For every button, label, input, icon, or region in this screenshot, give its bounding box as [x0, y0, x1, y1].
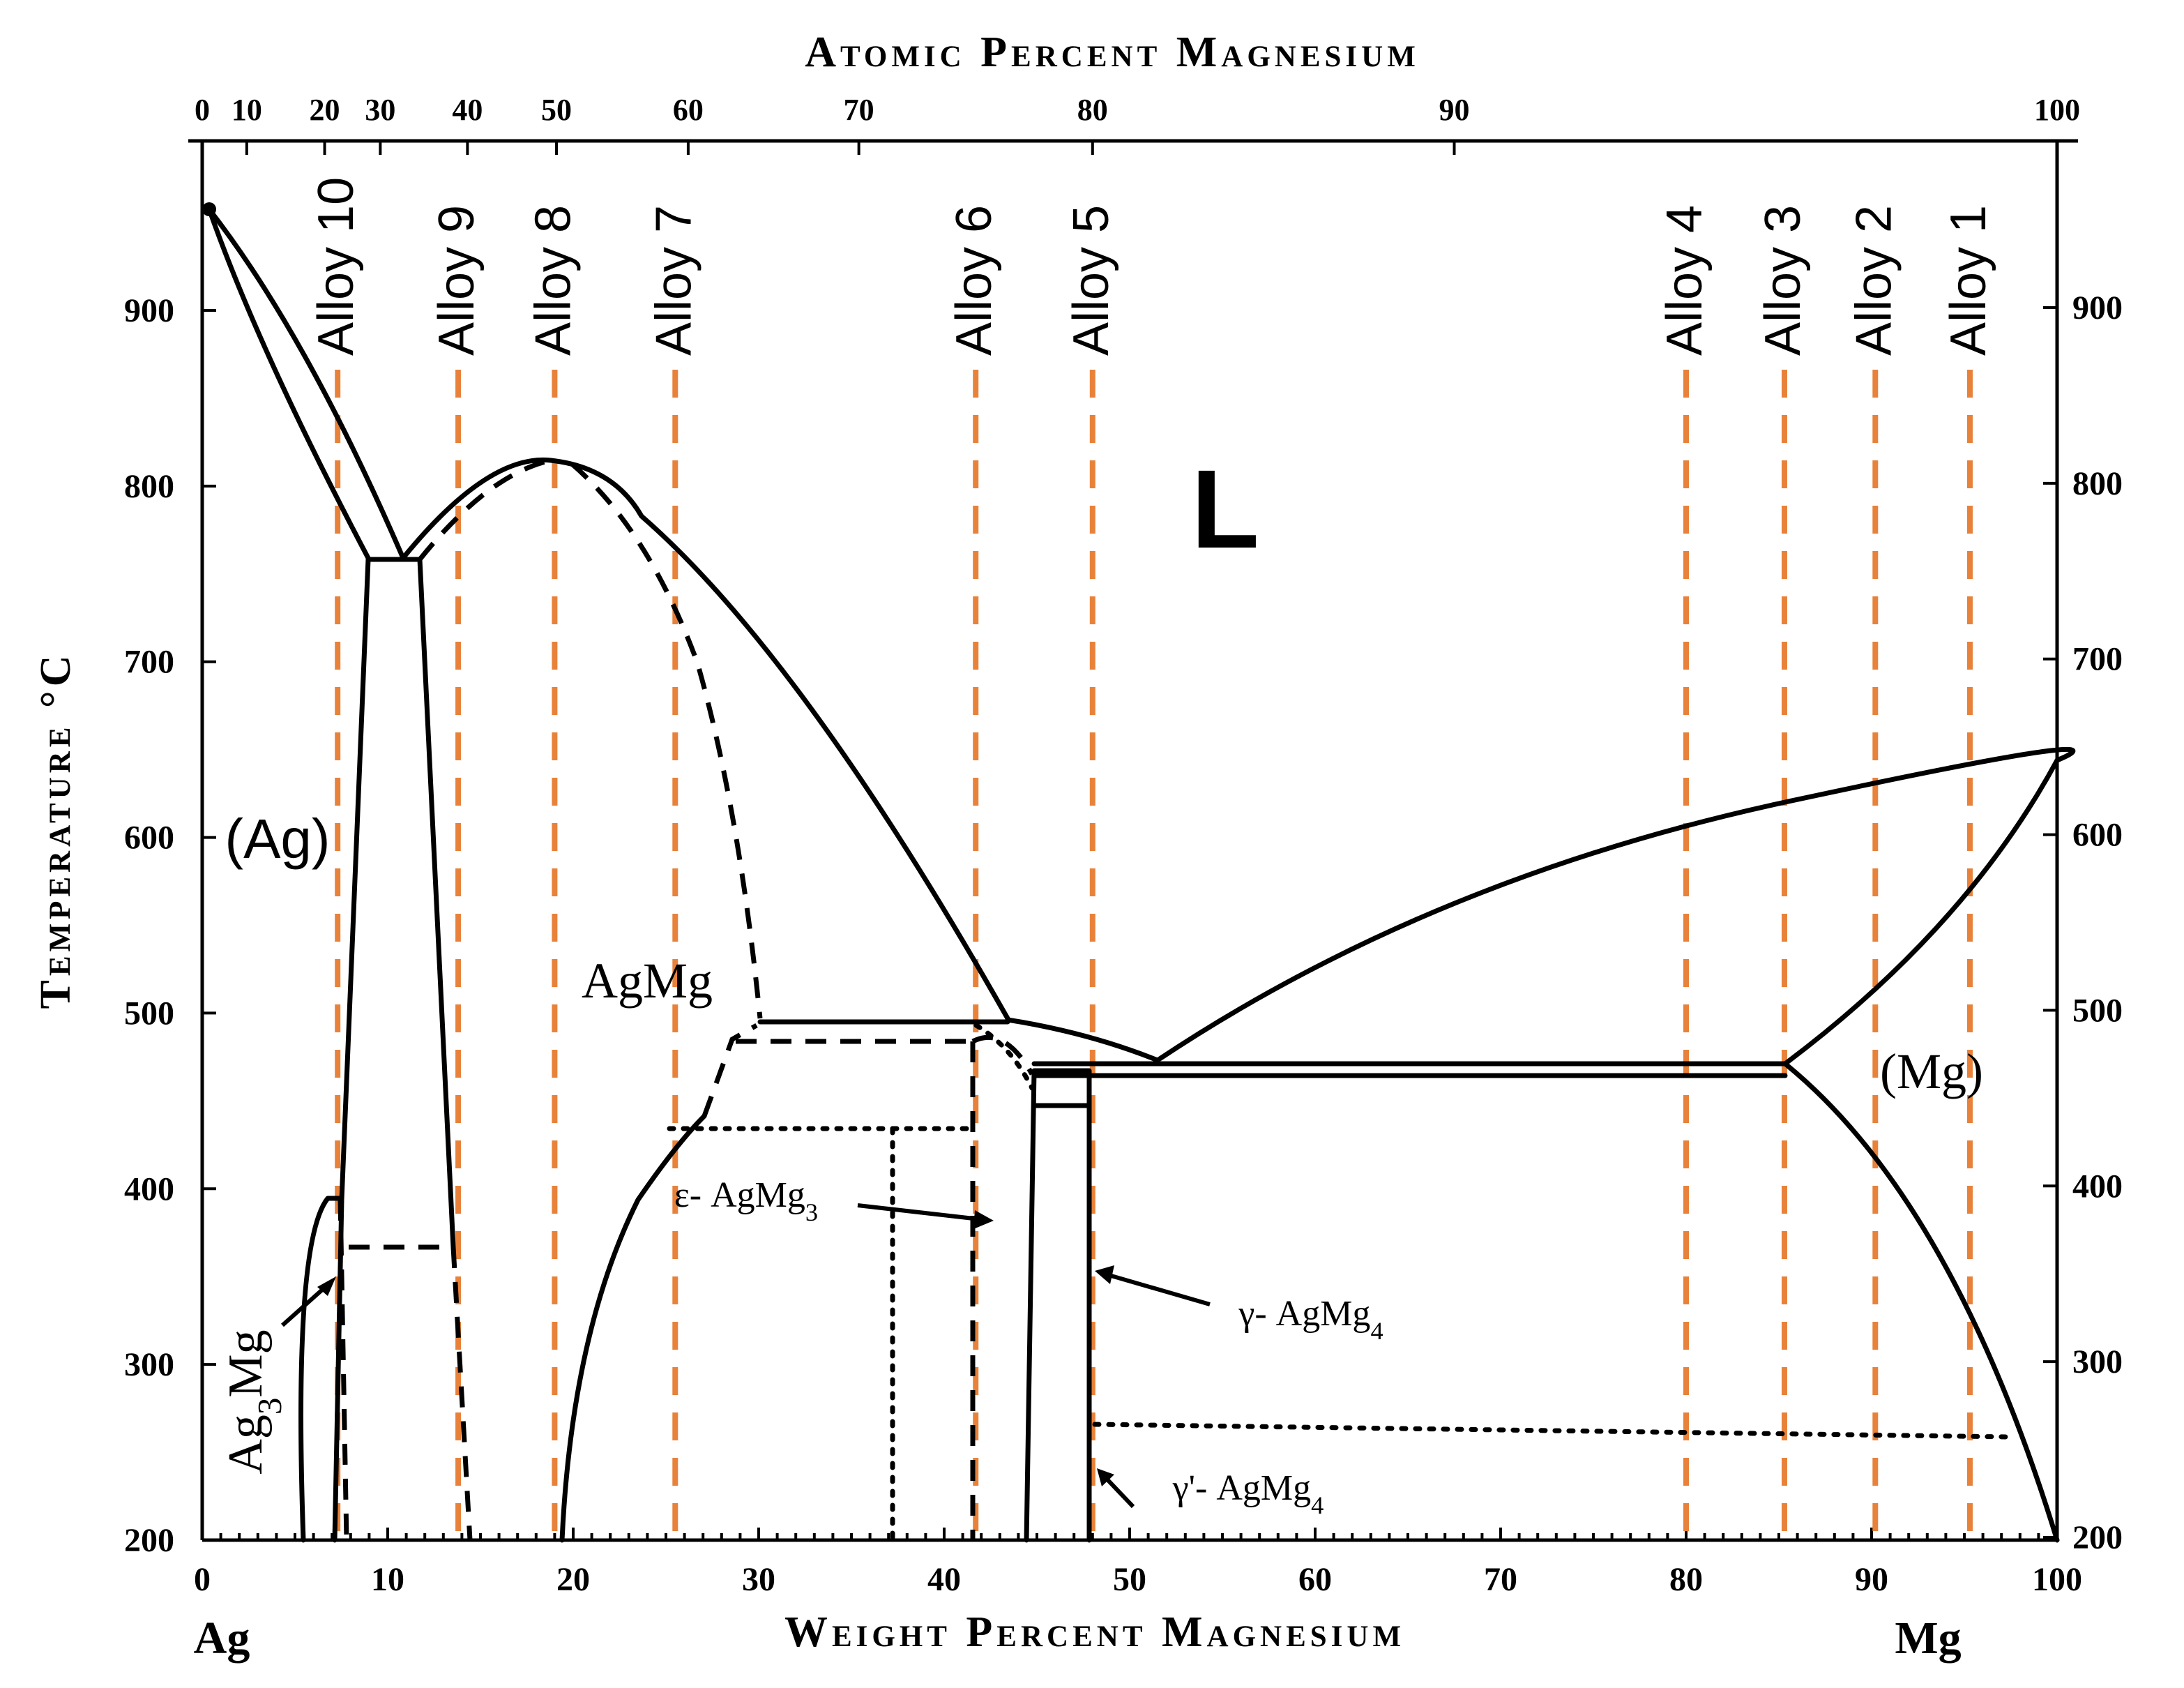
ag3mg-boundary [298, 1196, 343, 1543]
right-axis-ticks: 200 300 400 500 600 700 800 900 [2043, 289, 2123, 1556]
epsilon-arrowhead [973, 1210, 994, 1229]
epsilon-diamond-b [973, 1023, 1035, 1091]
alloy-label: Alloy 3 [1755, 205, 1811, 356]
bottom-tick-label: 30 [742, 1561, 775, 1598]
gamma-prime-arrowhead [1097, 1468, 1114, 1486]
right-tick-label: 900 [2072, 289, 2123, 326]
bottom-tick-label: 90 [1855, 1561, 1888, 1598]
agmg-right-boundary [559, 1113, 707, 1543]
agmg-right-dash [702, 1023, 758, 1117]
ag-phase-label: (Ag) [225, 808, 330, 870]
agmg-left-dash [450, 1246, 473, 1541]
bottom-tick-label: 0 [194, 1561, 211, 1598]
top-axis-ticks: 0 10 20 30 40 50 60 70 80 90 100 [195, 93, 2080, 155]
liquidus-to-eutectic [1005, 1017, 1160, 1063]
mg-phase-label: (Mg) [1880, 1043, 1983, 1099]
ag3mg-dash-right [338, 1199, 349, 1541]
epsilon-arrow [857, 1203, 980, 1221]
top-tick-label: 80 [1077, 93, 1108, 127]
alloy-label: Alloy 8 [525, 205, 581, 356]
right-tick-label: 300 [2072, 1343, 2123, 1380]
top-tick-label: 0 [195, 93, 210, 127]
top-tick-label: 90 [1439, 93, 1470, 127]
mg-solvus [1782, 1061, 2060, 1543]
right-tick-label: 500 [2072, 992, 2123, 1029]
agmg-solidus-left [418, 458, 552, 562]
ag-solidus [206, 206, 371, 561]
alloy-lines: Alloy 10 Alloy 9 Alloy 8 Alloy 7 Alloy 6 Allo… [308, 177, 1996, 1540]
top-tick-label: 100 [2034, 93, 2080, 127]
bottom-tick-label: 40 [927, 1561, 961, 1598]
gamma-prime-phase-label: γ'- AgMg4 [1172, 1468, 1324, 1519]
ag3mg-phase-label: Ag3Mg [219, 1329, 289, 1474]
left-tick-label: 700 [124, 644, 174, 681]
left-tick-label: 600 [124, 820, 174, 857]
bottom-axis-title: Weight Percent Magnesium [784, 1608, 1405, 1656]
top-tick-label: 20 [310, 93, 340, 127]
top-tick-label: 30 [365, 93, 395, 127]
agmg-solidus-right [570, 462, 763, 1019]
bottom-tick-label: 100 [2032, 1561, 2082, 1598]
agmg-liquidus-dome [400, 457, 1010, 1021]
gamma-arrow [1108, 1273, 1211, 1306]
liquid-label: L [1191, 446, 1259, 571]
left-tick-label: 300 [124, 1346, 174, 1383]
bottom-tick-label: 10 [371, 1561, 404, 1598]
left-axis-title: Temperature °C [32, 651, 79, 1009]
gamma-prime-dotted [1092, 1422, 2011, 1440]
bottom-tick-label: 50 [1113, 1561, 1146, 1598]
epsilon-diamond-a [971, 1034, 1035, 1076]
alloy-label: Alloy 10 [308, 177, 364, 356]
gamma-box [1024, 1068, 1092, 1543]
alloy-label: Alloy 1 [1941, 205, 1996, 356]
right-tick-label: 600 [2072, 817, 2123, 854]
ag3mg-arrowhead [317, 1276, 336, 1296]
bottom-tick-label: 20 [556, 1561, 590, 1598]
gamma-arrowhead [1095, 1265, 1114, 1284]
left-element-label: Ag [194, 1613, 250, 1664]
right-tick-label: 400 [2072, 1168, 2123, 1205]
gamma-phase-label: γ- AgMg4 [1238, 1294, 1383, 1345]
phase-boundaries [202, 202, 2076, 1543]
alloy-label: Alloy 5 [1063, 205, 1119, 356]
mg-solidus [1782, 758, 2060, 1067]
alloy-label: Alloy 4 [1657, 205, 1713, 356]
bottom-axis-ticks: 0 10 20 30 40 50 60 70 80 90 100 [194, 1528, 2082, 1598]
ag3mg-arrow [281, 1283, 329, 1327]
ag-liquidus [206, 206, 406, 561]
alloy-label: Alloy 9 [429, 205, 485, 356]
top-tick-label: 70 [844, 93, 874, 127]
right-tick-label: 200 [2072, 1519, 2123, 1556]
top-tick-label: 10 [232, 93, 262, 127]
top-axis-title: Atomic Percent Magnesium [805, 29, 1420, 76]
agmg-phase-label: AgMg [582, 953, 713, 1009]
right-element-label: Mg [1895, 1613, 1961, 1664]
bottom-tick-label: 70 [1484, 1561, 1517, 1598]
annotation-arrows [281, 1203, 1211, 1509]
gamma-prime-arrow [1103, 1475, 1135, 1509]
top-tick-label: 40 [452, 93, 483, 127]
right-tick-label: 800 [2072, 465, 2123, 502]
bottom-tick-label: 60 [1298, 1561, 1332, 1598]
left-tick-label: 800 [124, 468, 174, 505]
left-tick-label: 400 [124, 1170, 174, 1207]
alloy-label: Alloy 7 [646, 205, 702, 356]
top-tick-label: 50 [541, 93, 572, 127]
left-tick-label: 500 [124, 995, 174, 1032]
bottom-tick-label: 80 [1669, 1561, 1703, 1598]
alloy-label: Alloy 6 [946, 205, 1002, 356]
alloy-label: Alloy 2 [1846, 205, 1902, 356]
top-tick-label: 60 [673, 93, 704, 127]
left-tick-label: 200 [124, 1522, 174, 1559]
left-tick-label: 900 [124, 292, 174, 329]
agmg-left-boundary [417, 557, 456, 1250]
right-tick-label: 700 [2072, 641, 2123, 678]
left-axis-ticks: 200 300 400 500 600 700 800 900 [124, 292, 216, 1559]
epsilon-phase-label: ε- AgMg3 [674, 1175, 818, 1226]
mg-liquidus [1155, 746, 2076, 1063]
